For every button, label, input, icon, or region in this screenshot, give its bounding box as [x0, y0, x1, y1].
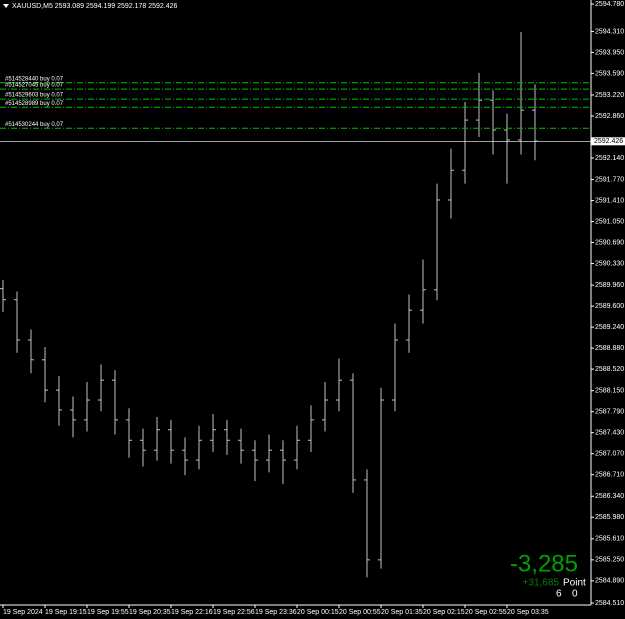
- x-tick-label: 20 Sep 03:35: [507, 609, 549, 616]
- y-tick-label: 2594.310: [595, 28, 624, 35]
- order-label: #514530244 buy 0.07: [5, 122, 64, 128]
- symbol-info: XAUUSD,M5 2593.089 2594.199 2592.178 259…: [12, 3, 178, 10]
- order-label: #514529603 buy 0.07: [5, 93, 64, 99]
- x-tick-label: 20 Sep 01:35: [381, 609, 423, 616]
- x-tick-label: 19 Sep 22:16: [171, 609, 213, 616]
- x-tick-label: 20 Sep 02:55: [465, 609, 507, 616]
- y-tick-label: 2592.140: [595, 155, 624, 162]
- y-tick-label: 2591.050: [595, 218, 624, 225]
- y-tick-label: 2587.790: [595, 409, 624, 416]
- count-a: 6: [556, 589, 562, 600]
- y-tick-label: 2585.980: [595, 514, 624, 521]
- profit-total: -3,285: [510, 550, 578, 577]
- x-tick-label: 19 Sep 22:56: [213, 609, 255, 616]
- profit-points: +31,685: [523, 578, 560, 589]
- y-tick-label: 2594.780: [595, 1, 624, 8]
- current-price-label: 2592.426: [594, 138, 623, 145]
- y-tick-label: 2586.340: [595, 493, 624, 500]
- y-tick-label: 2589.240: [595, 324, 624, 331]
- y-tick-label: 2585.250: [595, 557, 624, 564]
- y-tick-label: 2586.710: [595, 472, 624, 479]
- y-tick-label: 2590.690: [595, 239, 624, 246]
- order-label: #514527045 buy 0.07: [5, 83, 64, 89]
- y-tick-label: 2589.600: [595, 303, 624, 310]
- y-tick-label: 2588.880: [595, 345, 624, 352]
- y-tick-label: 2584.510: [595, 600, 624, 607]
- x-tick-label: 20 Sep 00:55: [339, 609, 381, 616]
- y-tick-label: 2591.410: [595, 197, 624, 204]
- y-tick-label: 2590.330: [595, 260, 624, 267]
- y-tick-label: 2589.960: [595, 282, 624, 289]
- x-tick-label: 20 Sep 00:15: [297, 609, 339, 616]
- y-tick-label: 2592.860: [595, 113, 624, 120]
- y-tick-label: 2584.890: [595, 578, 624, 585]
- count-b: 0: [572, 589, 578, 600]
- x-tick-label: 20 Sep 02:15: [423, 609, 465, 616]
- y-tick-label: 2593.220: [595, 92, 624, 99]
- y-tick-label: 2587.430: [595, 430, 624, 437]
- menu-arrow: [3, 4, 9, 8]
- y-tick-label: 2593.950: [595, 49, 624, 56]
- order-label: #514528440 buy 0.07: [5, 76, 64, 82]
- x-tick-label: 19 Sep 2024: [3, 609, 43, 616]
- order-label: #514528989 buy 0.07: [5, 101, 64, 107]
- x-tick-label: 19 Sep 19:55: [87, 609, 129, 616]
- x-tick-label: 19 Sep 20:35: [129, 609, 171, 616]
- y-tick-label: 2588.150: [595, 388, 624, 395]
- x-tick-label: 19 Sep 23:36: [255, 609, 297, 616]
- y-tick-label: 2593.590: [595, 70, 624, 77]
- y-tick-label: 2587.070: [595, 451, 624, 458]
- profit-unit: Point: [563, 578, 586, 589]
- y-tick-label: 2591.770: [595, 176, 624, 183]
- y-tick-label: 2588.520: [595, 366, 624, 373]
- current-price-box: [591, 137, 625, 146]
- y-tick-label: 2585.610: [595, 536, 624, 543]
- x-tick-label: 19 Sep 19:15: [45, 609, 87, 616]
